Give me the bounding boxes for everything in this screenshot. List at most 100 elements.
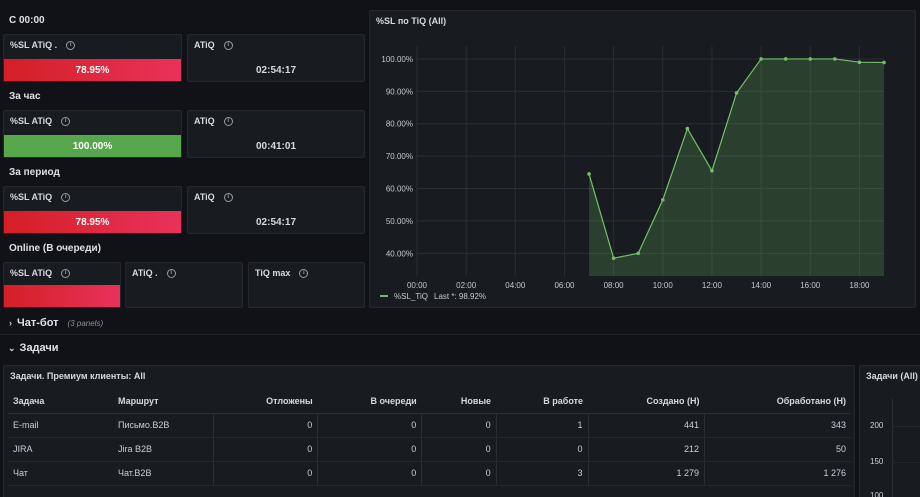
column-header[interactable]: Создано (Н)	[588, 390, 705, 414]
data-point	[636, 251, 641, 256]
data-point	[833, 57, 837, 61]
y-tick-label: 200	[870, 421, 884, 430]
table-cell: 50	[703, 437, 851, 462]
info-icon[interactable]: i	[299, 268, 309, 278]
x-tick-label: 16:00	[800, 281, 821, 290]
y-tick-label: 150	[870, 457, 884, 466]
table-cell: Письмо.B2B	[113, 413, 213, 438]
sl-atiq-stat: %SL ATiQ i 100.00%	[3, 110, 182, 158]
atiq-value: 00:41:01	[255, 141, 297, 152]
table-row: E-mail Письмо.B2B 0 0 0 1 441 343	[8, 413, 851, 438]
table-cell: 0	[212, 461, 318, 486]
atiq-stat: ATiQ i 02:54:17	[187, 34, 365, 82]
data-point	[783, 57, 788, 61]
chevron-down-icon: ⌄	[8, 342, 16, 353]
data-point	[710, 168, 714, 173]
y-tick-label: 70.00%	[386, 152, 413, 161]
panel-title: ATiQ .	[132, 268, 158, 278]
table-cell: 0	[495, 437, 589, 462]
series-area	[589, 58, 884, 276]
data-point	[759, 57, 763, 61]
sl-value-bar: 100.00%	[4, 135, 181, 157]
column-header[interactable]: Обработано (Н)	[704, 390, 851, 414]
x-tick-label: 14:00	[751, 281, 772, 290]
x-tick-label: 06:00	[554, 281, 575, 290]
column-header[interactable]: Задача	[8, 390, 113, 414]
row-label: Чат-бот	[17, 317, 59, 329]
info-icon[interactable]: i	[223, 116, 233, 126]
table-cell: E-mail	[8, 413, 113, 438]
y-tick-label: 100	[870, 491, 884, 497]
info-icon[interactable]: i	[61, 268, 71, 278]
table-cell: 1	[495, 413, 589, 438]
y-tick-label: 50.00%	[386, 217, 413, 226]
panel-title: ATiQ	[194, 192, 215, 202]
column-header[interactable]: В очереди	[317, 390, 422, 414]
chevron-right-icon: ›	[9, 318, 12, 328]
tasks-table-panel: Задачи. Премиум клиенты: All Задача Маршр…	[3, 365, 855, 497]
legend-swatch	[380, 295, 388, 297]
y-tick-label: 60.00%	[386, 185, 413, 194]
sl-atiq-stat: %SL ATiQ . i 78.95%	[3, 34, 182, 82]
panel-title: %SL ATiQ	[10, 116, 53, 126]
row-label: Задачи	[19, 342, 59, 354]
y-tick-label: 90.00%	[386, 87, 413, 96]
info-icon[interactable]: i	[223, 192, 233, 202]
info-icon[interactable]: i	[66, 40, 76, 50]
sl-value-bar	[4, 285, 120, 307]
atiq-value: 02:54:17	[255, 217, 297, 228]
section-title: С 00:00	[9, 15, 45, 26]
panel-title: TiQ max	[255, 268, 291, 278]
tasks-table: Задача Маршрут Отложены В очереди Новые В раб…	[8, 390, 851, 486]
online-tiq-max-stat: TiQ max i	[248, 262, 365, 308]
table-cell: Jira B2B	[113, 437, 213, 462]
table-cell: 0	[317, 413, 422, 438]
x-tick-label: 12:00	[702, 281, 723, 290]
sl-value-bar: 78.95%	[4, 211, 181, 233]
sl-by-tiq-chart: 40.00% 50.00% 60.00% 70.00% 80.00% 90.00% 100.…	[380, 46, 886, 301]
info-icon[interactable]: i	[61, 192, 71, 202]
data-point	[734, 91, 739, 95]
data-point	[882, 60, 886, 65]
table-cell: 0	[317, 437, 422, 462]
table-cell: 1 279	[587, 461, 705, 486]
column-header[interactable]: Новые	[421, 390, 497, 414]
table-cell: 1 276	[703, 461, 851, 486]
row-tasks[interactable]: ⌄ Задачи	[0, 337, 920, 359]
y-tick-label: 80.00%	[386, 120, 413, 129]
data-point	[660, 198, 665, 202]
table-cell: 212	[587, 437, 705, 462]
info-icon[interactable]: i	[166, 268, 176, 278]
data-point	[587, 172, 591, 176]
table-row: Чат Чат.B2B 0 0 0 3 1 279 1 276	[8, 461, 851, 486]
row-chat-bot[interactable]: › Чат-бот (3 panels)	[0, 312, 920, 334]
table-cell: 441	[587, 413, 705, 438]
table-cell: Чат	[8, 461, 113, 486]
x-tick-label: 08:00	[604, 281, 625, 290]
tasks-all-panel: Задачи (All) 200 150 100	[859, 365, 920, 497]
atiq-value: 02:54:17	[255, 65, 297, 76]
table-cell: 3	[495, 461, 589, 486]
info-icon[interactable]: i	[223, 40, 233, 50]
panel-title: Задачи (All)	[866, 371, 918, 381]
x-tick-label: 18:00	[849, 281, 870, 290]
table-cell: 0	[212, 437, 318, 462]
section-title: Online (В очереди)	[9, 243, 101, 254]
table-cell: 0	[317, 461, 422, 486]
online-sl-stat: %SL ATiQ i	[3, 262, 121, 308]
panel-title: Задачи. Премиум клиенты: All	[10, 371, 146, 381]
column-header[interactable]: В работе	[496, 390, 589, 414]
online-atiq-stat: ATiQ . i	[125, 262, 243, 308]
sl-atiq-stat: %SL ATiQ i 78.95%	[3, 186, 182, 234]
info-icon[interactable]: i	[61, 116, 71, 126]
row-note: (3 panels)	[67, 318, 104, 328]
legend-label: %SL_TiQ	[394, 292, 428, 301]
column-header[interactable]: Отложены	[213, 390, 318, 414]
panel-title: %SL по TiQ (All)	[376, 16, 447, 26]
column-header[interactable]: Маршрут	[113, 390, 213, 414]
data-point	[857, 60, 862, 64]
legend-stat: Last *: 98.92%	[434, 292, 486, 301]
panel-title: ATiQ	[194, 116, 215, 126]
data-point	[611, 256, 616, 260]
atiq-stat: ATiQ i 02:54:17	[187, 186, 365, 234]
